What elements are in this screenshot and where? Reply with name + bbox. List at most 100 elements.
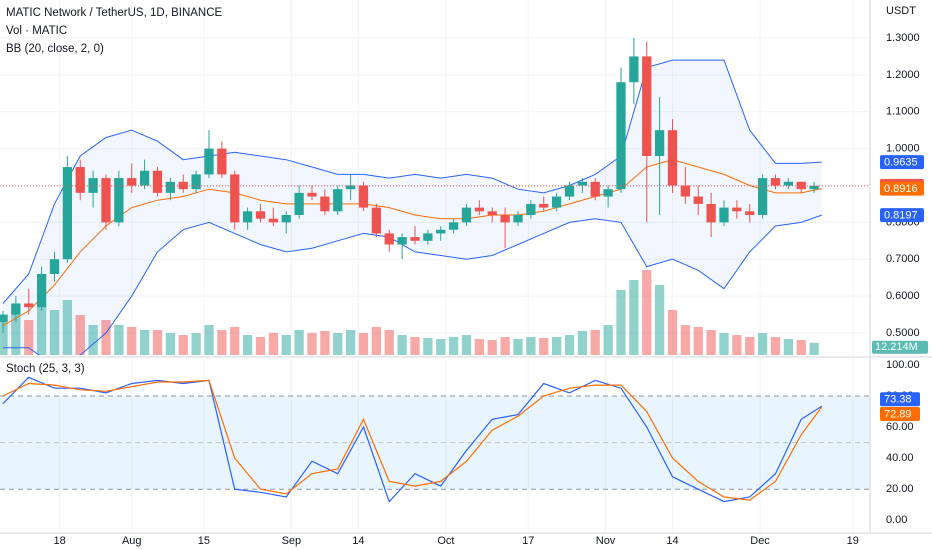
volume-bar <box>345 330 356 355</box>
volume-bar <box>500 337 510 355</box>
volume-legend: Vol · MATIC <box>6 25 67 37</box>
candle-body <box>49 259 60 274</box>
volume-bar <box>307 333 317 355</box>
volume-bar <box>423 338 433 355</box>
volume-bar <box>603 325 613 355</box>
volume-bar <box>757 333 768 355</box>
volume-bar <box>397 335 407 355</box>
volume-bar <box>474 339 485 355</box>
candle-body <box>101 178 111 223</box>
candle-body <box>139 170 150 186</box>
volume-bar <box>217 330 227 355</box>
volume-label-box <box>872 340 928 354</box>
price-label: 0.8916 <box>884 183 918 195</box>
chart-title: MATIC Network / TetherUS, 1D, BINANCE <box>6 7 223 19</box>
candle-body <box>500 214 510 223</box>
volume-bar <box>693 327 703 355</box>
volume-bar <box>590 330 600 355</box>
x-tick-label: 14 <box>666 535 678 547</box>
candle-body <box>165 181 175 193</box>
y-tick-label: 0.5000 <box>886 327 920 339</box>
candle-body <box>577 181 588 186</box>
volume-label: 12.214M <box>875 341 918 353</box>
candle-body <box>410 237 420 241</box>
candle-body <box>0 314 8 322</box>
volume-bar <box>178 335 188 355</box>
volume-bar <box>75 315 85 355</box>
stoch-label-box <box>880 407 920 422</box>
candle-body <box>281 214 291 223</box>
volume-bar <box>706 330 716 355</box>
candle-body <box>706 203 716 223</box>
stoch-tick-label: 20.00 <box>886 483 914 495</box>
stoch-band-fill <box>0 395 870 490</box>
volume-bar <box>11 310 21 355</box>
candle-body <box>333 189 343 212</box>
candle-body <box>667 130 678 186</box>
volume-bar <box>139 330 150 355</box>
volume-bar <box>152 330 163 355</box>
volume-bar <box>230 327 240 355</box>
volume-bar <box>642 270 652 355</box>
volume-bar <box>294 330 304 355</box>
candle-body <box>564 185 575 197</box>
candle-body <box>75 167 85 193</box>
volume-bar <box>513 339 523 355</box>
candle-body <box>307 192 317 197</box>
y-tick-label: 1.1000 <box>886 106 920 118</box>
stoch-legend: Stoch (25, 3, 3) <box>6 363 85 375</box>
x-tick-label: Dec <box>750 535 770 547</box>
candle-body <box>461 207 472 223</box>
y-tick-label: 1.0000 <box>886 143 920 155</box>
candle-body <box>603 189 613 197</box>
candle-body <box>487 211 497 215</box>
candle-body <box>152 170 163 193</box>
volume-bar <box>461 335 472 355</box>
volume-bar <box>796 340 806 355</box>
bb-fill <box>3 60 822 355</box>
volume-bar <box>127 327 137 355</box>
candle-body <box>294 192 304 215</box>
volume-bar <box>358 333 369 355</box>
stoch-tick-label: 40.00 <box>886 452 914 464</box>
candle-body <box>268 218 279 223</box>
volume-bar <box>487 340 497 355</box>
x-tick-label: 15 <box>198 535 210 547</box>
y-tick-label: 1.3000 <box>886 32 920 44</box>
volume-bar <box>268 333 279 355</box>
volume-bar <box>320 331 330 355</box>
candle-body <box>448 222 459 230</box>
volume-bar <box>242 335 253 355</box>
volume-bar <box>204 325 214 355</box>
x-tick-label: Oct <box>437 535 454 547</box>
volume-bar <box>616 290 626 355</box>
y-tick-label: 0.7000 <box>886 253 920 265</box>
candle-body <box>345 185 356 190</box>
price-pane <box>0 0 870 355</box>
volume-bar <box>49 310 60 355</box>
x-tick-label: 17 <box>522 535 534 547</box>
x-tick-label: 19 <box>847 535 859 547</box>
volume-bar <box>654 285 665 355</box>
candle-body <box>809 185 819 190</box>
stoch-label: 72.89 <box>884 408 912 420</box>
candle-body <box>693 196 703 204</box>
volume-bar <box>770 337 781 355</box>
candle-body <box>384 233 394 245</box>
volume-bar <box>24 320 34 355</box>
stoch-pane <box>0 359 870 533</box>
bb-legend: BB (20, close, 2, 0) <box>6 43 104 55</box>
price-label: 0.8197 <box>884 210 918 222</box>
volume-bar <box>255 337 266 355</box>
candle-body <box>62 167 72 260</box>
candle-body <box>255 211 266 219</box>
volume-bar <box>564 335 575 355</box>
y-tick-label: 0.6000 <box>886 290 920 302</box>
candle-body <box>36 273 47 308</box>
volume-bar <box>333 333 343 355</box>
volume-bar <box>36 305 47 355</box>
volume-bar <box>680 325 691 355</box>
volume-bar <box>436 339 446 355</box>
candle-body <box>719 207 729 223</box>
